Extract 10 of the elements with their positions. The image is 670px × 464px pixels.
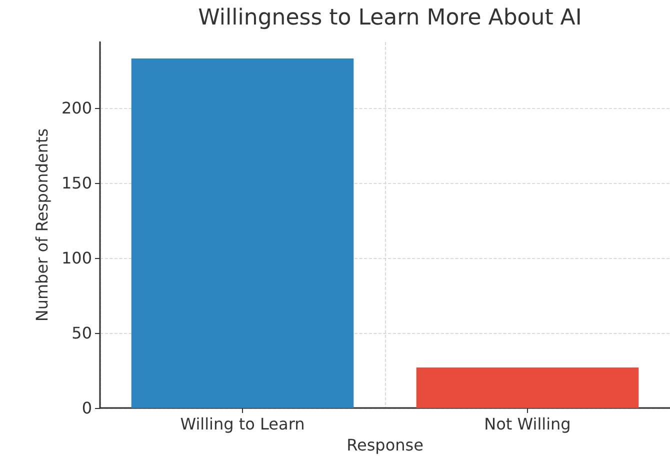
chart-title: Willingness to Learn More About AI <box>198 6 582 30</box>
y-tick-label: 0 <box>82 398 92 418</box>
x-tick-label: Not Willing <box>484 414 571 434</box>
x-tick-label: Willing to Learn <box>180 414 305 434</box>
y-tick-label: 150 <box>61 174 92 192</box>
y-tick-label: 100 <box>61 248 92 268</box>
y-axis-title: Number of Respondents <box>32 128 52 322</box>
y-tick-label: 200 <box>61 98 92 118</box>
x-axis-title: Response <box>346 435 424 454</box>
y-tick-label: 50 <box>72 324 92 342</box>
